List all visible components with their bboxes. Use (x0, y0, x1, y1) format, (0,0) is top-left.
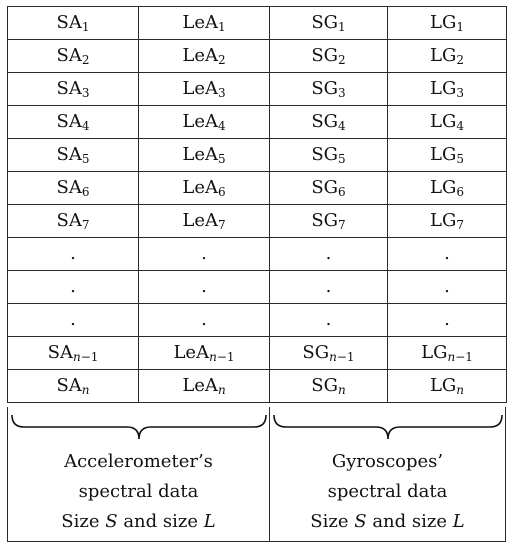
ellipsis-cell: . (269, 303, 388, 337)
table-cell: SG4 (269, 105, 388, 139)
table-cell: SG7 (269, 204, 388, 238)
table-cell: LeA7 (138, 204, 270, 238)
table-row: SA3 LeA3 SG3 LG3 (7, 72, 507, 106)
table-cell: LeA5 (138, 138, 270, 172)
caption-line: spectral data (78, 481, 199, 502)
table-cell: SA1 (7, 6, 139, 40)
ellipsis-row: . . . . (7, 237, 507, 271)
table-cell: LGn−1 (387, 336, 507, 370)
table-cell: LeA6 (138, 171, 270, 205)
table-cell: LG4 (387, 105, 507, 139)
ellipsis-cell: . (7, 270, 139, 304)
table-cell: LG1 (387, 6, 507, 40)
table-cell: SG6 (269, 171, 388, 205)
table-cell: LeA4 (138, 105, 270, 139)
accelerometer-caption: Accelerometer’s spectral data Size S and… (8, 447, 269, 537)
table-cell: SGn (269, 369, 388, 403)
table-cell: LG3 (387, 72, 507, 106)
ellipsis-cell: . (387, 237, 507, 271)
ellipsis-cell: . (269, 270, 388, 304)
table-row: SA4 LeA4 SG4 LG4 (7, 105, 507, 139)
table-cell: SA4 (7, 105, 139, 139)
caption-line: Accelerometer’s (64, 451, 213, 472)
caption-line: Gyroscopes’ (331, 451, 444, 472)
left-brace-icon (11, 414, 267, 440)
table-cell: SAn−1 (7, 336, 139, 370)
table-cell: SG1 (269, 6, 388, 40)
table-row: SA5 LeA5 SG5 LG5 (7, 138, 507, 172)
table-cell: SG2 (269, 39, 388, 73)
vertical-divider (269, 407, 270, 541)
table-cell: SA3 (7, 72, 139, 106)
table-row: SAn LeAn SGn LGn (7, 369, 507, 403)
table-cell: SG3 (269, 72, 388, 106)
table-row: SA7 LeA7 SG7 LG7 (7, 204, 507, 238)
table-row: SA1 LeA1 SG1 LG1 (7, 6, 507, 40)
ellipsis-cell: . (269, 237, 388, 271)
caption-line: spectral data (327, 481, 448, 502)
table-cell: LGn (387, 369, 507, 403)
table-row: SA2 LeA2 SG2 LG2 (7, 39, 507, 73)
gyroscope-caption: Gyroscopes’ spectral data Size S and siz… (270, 447, 505, 537)
ellipsis-row: . . . . (7, 303, 507, 337)
table-cell: SA7 (7, 204, 139, 238)
ellipsis-row: . . . . (7, 270, 507, 304)
ellipsis-cell: . (7, 237, 139, 271)
ellipsis-cell: . (138, 270, 270, 304)
table-cell: LG5 (387, 138, 507, 172)
caption-area: Accelerometer’s spectral data Size S and… (7, 407, 506, 542)
table-cell: LeA2 (138, 39, 270, 73)
table-cell: SA6 (7, 171, 139, 205)
right-brace-icon (273, 414, 503, 440)
table-cell: SGn−1 (269, 336, 388, 370)
table-cell: LG7 (387, 204, 507, 238)
ellipsis-cell: . (138, 237, 270, 271)
caption-line: Size S and size L (310, 511, 465, 532)
table-cell: LG6 (387, 171, 507, 205)
table-cell: LeA1 (138, 6, 270, 40)
table-cell: LeAn−1 (138, 336, 270, 370)
table-cell: SA2 (7, 39, 139, 73)
caption-line: Size S and size L (61, 511, 216, 532)
ellipsis-cell: . (387, 303, 507, 337)
table-cell: LeAn (138, 369, 270, 403)
ellipsis-cell: . (138, 303, 270, 337)
table-row: SA6 LeA6 SG6 LG6 (7, 171, 507, 205)
table-row: SAn−1 LeAn−1 SGn−1 LGn−1 (7, 336, 507, 370)
table-cell: LG2 (387, 39, 507, 73)
table-cell: SG5 (269, 138, 388, 172)
table-cell: SAn (7, 369, 139, 403)
ellipsis-cell: . (387, 270, 507, 304)
ellipsis-cell: . (7, 303, 139, 337)
spectral-data-table: SA1 LeA1 SG1 LG1 SA2 LeA2 SG2 LG2 SA3 Le… (7, 6, 507, 403)
table-cell: LeA3 (138, 72, 270, 106)
table-cell: SA5 (7, 138, 139, 172)
